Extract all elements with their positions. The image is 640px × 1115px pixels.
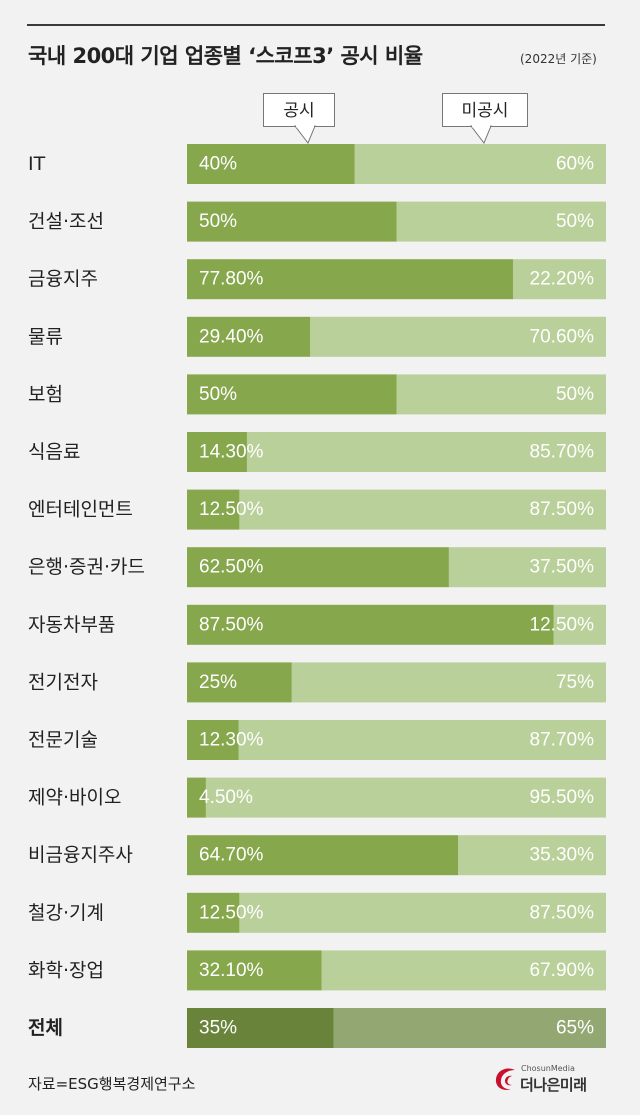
category-label: 전체 bbox=[28, 1017, 63, 1039]
bar-undisclosed bbox=[553, 604, 606, 645]
logo-wordmark: 더나은미래 bbox=[520, 1076, 587, 1094]
data-label-undisclosed: 75% bbox=[556, 672, 594, 693]
bar-disclosed bbox=[187, 1008, 334, 1048]
bar-undisclosed bbox=[239, 892, 606, 933]
data-label-disclosed: 87.50% bbox=[199, 614, 264, 635]
category-label: 제약·바이오 bbox=[28, 787, 121, 809]
bar-undisclosed bbox=[448, 547, 606, 588]
bar-disclosed bbox=[187, 777, 206, 818]
data-label-undisclosed: 65% bbox=[556, 1018, 594, 1039]
bar-undisclosed bbox=[238, 720, 607, 760]
bar-disclosed bbox=[187, 374, 397, 415]
data-label-undisclosed: 35.30% bbox=[530, 845, 595, 866]
bar-disclosed bbox=[187, 662, 292, 703]
publisher-logo: ChosunMedia 더나은미래 bbox=[493, 1063, 611, 1095]
bar-disclosed bbox=[187, 547, 449, 588]
data-label-disclosed: 62.50% bbox=[199, 557, 264, 578]
legend-disclosed-callout: 공시 bbox=[263, 93, 335, 127]
data-label-disclosed: 12.30% bbox=[199, 730, 264, 751]
data-label-disclosed: 32.10% bbox=[199, 960, 264, 981]
data-label-disclosed: 35% bbox=[199, 1018, 237, 1039]
category-label: 엔터테인먼트 bbox=[28, 499, 133, 521]
data-label-undisclosed: 85.70% bbox=[530, 442, 595, 463]
bar-disclosed bbox=[187, 144, 355, 184]
bar-disclosed bbox=[187, 604, 554, 645]
category-label: 화학·장업 bbox=[28, 959, 104, 981]
bar-undisclosed bbox=[333, 1008, 606, 1048]
top-rule bbox=[27, 24, 605, 26]
bar-undisclosed bbox=[246, 432, 607, 472]
data-label-disclosed: 29.40% bbox=[199, 326, 264, 347]
bar-undisclosed bbox=[291, 662, 606, 703]
bar-disclosed bbox=[187, 950, 322, 991]
bar-disclosed bbox=[187, 892, 240, 933]
data-label-undisclosed: 87.50% bbox=[530, 902, 595, 923]
data-label-disclosed: 12.50% bbox=[199, 902, 264, 923]
chart-subtitle: (2022년 기준) bbox=[520, 52, 597, 66]
category-label: 철강·기계 bbox=[28, 902, 104, 924]
category-label: 자동차부품 bbox=[28, 614, 115, 636]
data-label-undisclosed: 95.50% bbox=[530, 787, 595, 808]
legend-disclosed-label: 공시 bbox=[283, 101, 315, 121]
bar-undisclosed bbox=[396, 201, 606, 242]
data-label-disclosed: 14.30% bbox=[199, 442, 264, 463]
data-label-undisclosed: 37.50% bbox=[530, 557, 595, 578]
data-label-disclosed: 50% bbox=[199, 211, 237, 232]
data-label-disclosed: 40% bbox=[199, 154, 237, 175]
category-label: 보험 bbox=[28, 383, 63, 405]
bar-disclosed bbox=[187, 259, 513, 300]
data-label-disclosed: 12.50% bbox=[199, 499, 264, 520]
category-label: 금융지주 bbox=[28, 268, 98, 290]
source-note: 자료=ESG행복경제연구소 bbox=[28, 1075, 196, 1093]
category-label: 비금융지주사 bbox=[28, 844, 133, 866]
bar-disclosed bbox=[187, 201, 397, 242]
bar-disclosed bbox=[187, 432, 247, 472]
data-label-disclosed: 4.50% bbox=[199, 787, 253, 808]
data-label-disclosed: 25% bbox=[199, 672, 237, 693]
chart-title: 국내 200대 기업 업종별 ‘스코프3’ 공시 비율 bbox=[28, 44, 423, 68]
bar-undisclosed bbox=[458, 835, 606, 876]
category-label: 물류 bbox=[28, 326, 63, 348]
category-label: 전문기술 bbox=[28, 729, 98, 751]
bar-disclosed bbox=[187, 489, 240, 530]
data-label-undisclosed: 50% bbox=[556, 384, 594, 405]
category-label: 건설·조선 bbox=[28, 211, 104, 233]
bar-undisclosed bbox=[239, 489, 606, 530]
bar-disclosed bbox=[187, 316, 311, 357]
data-label-undisclosed: 87.70% bbox=[530, 730, 595, 751]
data-label-undisclosed: 60% bbox=[556, 154, 594, 175]
data-label-undisclosed: 22.20% bbox=[530, 269, 595, 290]
logo-subtext: ChosunMedia bbox=[521, 1064, 575, 1073]
data-label-undisclosed: 67.90% bbox=[530, 960, 595, 981]
data-label-disclosed: 50% bbox=[199, 384, 237, 405]
bar-disclosed bbox=[187, 720, 239, 760]
logo-swoosh-icon bbox=[495, 1068, 515, 1090]
bar-undisclosed bbox=[396, 374, 606, 415]
data-label-undisclosed: 70.60% bbox=[530, 326, 595, 347]
category-label: IT bbox=[28, 153, 46, 175]
legend-undisclosed-label: 미공시 bbox=[461, 101, 509, 121]
bar-undisclosed bbox=[354, 144, 606, 184]
legend-undisclosed-pointer bbox=[469, 125, 492, 144]
data-label-undisclosed: 50% bbox=[556, 211, 594, 232]
data-label-undisclosed: 12.50% bbox=[530, 614, 595, 635]
legend-undisclosed-callout: 미공시 bbox=[442, 93, 528, 127]
legend-disclosed-pointer bbox=[293, 125, 316, 144]
category-label: 전기전자 bbox=[28, 671, 98, 693]
bar-undisclosed bbox=[512, 259, 606, 300]
data-label-disclosed: 64.70% bbox=[199, 845, 264, 866]
category-label: 식음료 bbox=[28, 441, 80, 463]
data-label-undisclosed: 87.50% bbox=[530, 499, 595, 520]
bar-undisclosed bbox=[310, 316, 606, 357]
bar-undisclosed bbox=[205, 777, 607, 818]
data-label-disclosed: 77.80% bbox=[199, 269, 264, 290]
category-label: 은행·증권·카드 bbox=[28, 556, 145, 578]
bar-disclosed bbox=[187, 835, 459, 876]
bar-undisclosed bbox=[321, 950, 606, 991]
